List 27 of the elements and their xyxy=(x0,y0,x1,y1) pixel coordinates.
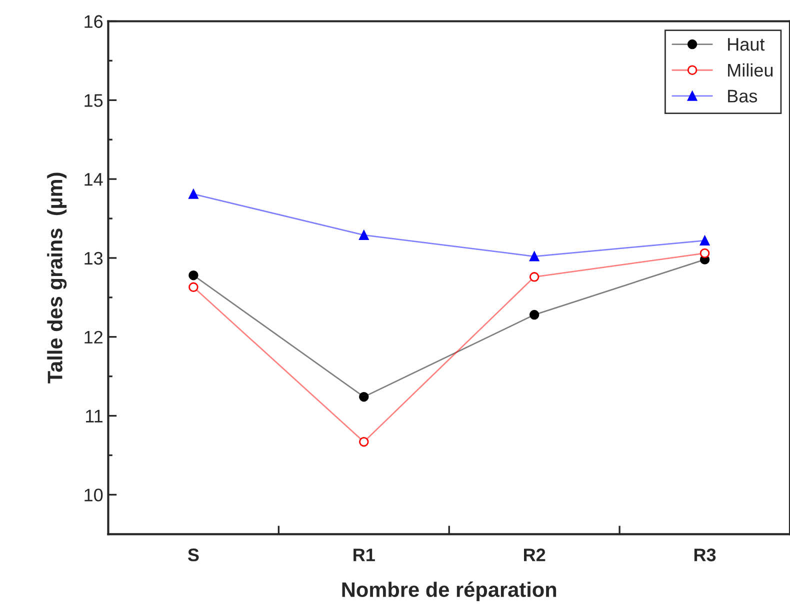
x-axis-title: Nombre de réparation xyxy=(342,582,556,602)
point xyxy=(359,230,369,240)
y-tick-label: 10 xyxy=(84,488,103,502)
y-tick-label: 15 xyxy=(84,94,103,107)
y-tick-label: 16 xyxy=(84,15,103,28)
point xyxy=(700,236,710,246)
x-tick-label: R3 xyxy=(694,548,716,562)
y-tick-label: 12 xyxy=(84,330,102,344)
point xyxy=(359,436,369,447)
point xyxy=(188,270,198,280)
point xyxy=(700,248,710,258)
y-tick-label: 11 xyxy=(86,410,102,422)
legend-label: Milieu xyxy=(728,63,773,77)
point xyxy=(529,310,540,320)
x-tick-label: R1 xyxy=(354,548,375,562)
point xyxy=(359,392,369,402)
y-axis-title: Talle des grains (µm) xyxy=(47,172,67,384)
point xyxy=(188,282,198,292)
point xyxy=(529,252,540,262)
x-tick-label: R2 xyxy=(524,548,546,562)
legend-label: Haut xyxy=(728,38,765,51)
point xyxy=(188,189,198,199)
x-tick-label: S xyxy=(188,548,199,562)
y-tick-label: 14 xyxy=(84,173,103,186)
y-tick-label: 13 xyxy=(84,252,103,265)
point xyxy=(529,272,540,282)
legend-label: Bas xyxy=(728,90,758,102)
